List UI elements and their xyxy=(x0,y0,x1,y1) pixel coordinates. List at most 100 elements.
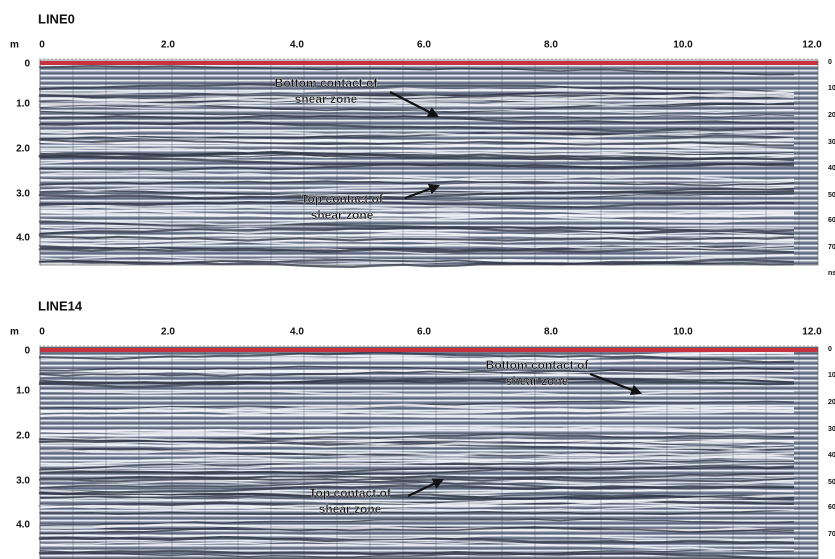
reflector xyxy=(39,180,795,187)
reflector xyxy=(38,220,795,237)
radargram-border xyxy=(39,346,819,559)
right-tick-label: 10 xyxy=(828,372,835,379)
x-tick-label: 2.0 xyxy=(161,40,175,51)
y-unit: m xyxy=(10,327,19,338)
reflector xyxy=(38,494,795,511)
reflector xyxy=(39,214,795,226)
right-tick-label: 40 xyxy=(828,165,835,172)
reflector xyxy=(39,436,795,444)
y-tick-label: 2.0 xyxy=(16,144,30,155)
right-tick-label: 0 xyxy=(828,346,832,353)
reflector xyxy=(39,504,795,513)
reflector xyxy=(39,128,795,139)
x-tick-label: 0 xyxy=(39,40,45,51)
reflector xyxy=(39,226,795,237)
panel-title: LINE14 xyxy=(38,298,83,313)
reflector xyxy=(38,121,795,133)
reflector xyxy=(39,533,795,541)
reflector xyxy=(39,523,795,532)
right-tick-label: 10 xyxy=(828,85,835,92)
y-tick-label: 3.0 xyxy=(16,476,30,487)
annotation-text: Bottom contact of xyxy=(275,76,379,90)
reflector xyxy=(39,366,795,377)
reflector xyxy=(39,540,795,551)
x-tick-label: 0 xyxy=(39,327,45,338)
annotation-text: Bottom contact of xyxy=(486,358,590,372)
reflector xyxy=(38,190,795,200)
right-tick-label: 50 xyxy=(828,192,835,199)
reflector xyxy=(38,99,795,107)
reflector xyxy=(38,447,795,457)
reflector xyxy=(38,549,795,559)
x-tick-label: 10.0 xyxy=(673,40,693,51)
reflector xyxy=(39,351,795,362)
reflector xyxy=(39,65,795,76)
reflector xyxy=(39,138,794,147)
reflector xyxy=(38,93,795,102)
annotation-text: shear zone xyxy=(319,502,382,516)
reflector xyxy=(39,238,795,250)
reflector xyxy=(38,87,795,95)
reflector xyxy=(38,238,795,248)
panel-title: LINE0 xyxy=(38,11,75,26)
reflector xyxy=(38,455,795,466)
annotation-arrow xyxy=(389,91,439,118)
reflector xyxy=(39,171,795,182)
y-unit: m xyxy=(10,40,19,51)
annotation-text: Top contact of xyxy=(301,192,384,206)
x-tick-label: 8.0 xyxy=(544,327,558,338)
right-tick-label: 70 xyxy=(828,244,835,251)
right-tick-label: 30 xyxy=(828,139,835,146)
reflector xyxy=(39,456,795,465)
reflector xyxy=(39,109,795,119)
x-tick-label: 6.0 xyxy=(417,40,431,51)
x-tick-label: 6.0 xyxy=(417,327,431,338)
reflector xyxy=(38,205,795,216)
right-tick-label: 30 xyxy=(828,426,835,433)
x-tick-label: 12.0 xyxy=(802,327,822,338)
reflector xyxy=(39,426,795,434)
right-tick-label: 20 xyxy=(828,399,835,406)
reflector xyxy=(39,542,795,551)
reflector xyxy=(39,182,795,192)
radargram xyxy=(38,59,819,269)
reflector xyxy=(39,493,795,500)
x-tick-label: 8.0 xyxy=(544,40,558,51)
right-tick-label: 50 xyxy=(828,479,835,486)
y-tick-label: 3.0 xyxy=(16,189,30,200)
radargram-border xyxy=(39,59,819,266)
reflector xyxy=(38,449,795,457)
reflector xyxy=(38,378,795,388)
reflector xyxy=(39,102,795,114)
right-unit: ns xyxy=(828,270,835,277)
annotation-arrow xyxy=(404,183,441,200)
right-tick-label: 60 xyxy=(828,217,835,224)
radargram xyxy=(38,346,819,559)
annotation-text: shear zone xyxy=(295,92,358,106)
right-tick-label: 70 xyxy=(828,531,835,538)
reflector xyxy=(38,226,795,235)
reflector xyxy=(39,187,794,196)
y-tick-label: 0 xyxy=(24,59,30,70)
reflector xyxy=(39,548,795,558)
annotation-text: shear zone xyxy=(311,208,374,222)
reflector xyxy=(39,472,795,481)
reflector xyxy=(38,369,795,382)
reflector xyxy=(38,146,795,159)
annotation-text: Top contact of xyxy=(309,486,392,500)
surface-line xyxy=(40,348,818,352)
reflector xyxy=(39,508,795,516)
reflector xyxy=(39,201,795,209)
y-tick-label: 1.0 xyxy=(16,99,30,110)
reflector xyxy=(38,210,795,218)
reflector xyxy=(38,410,795,419)
reflector xyxy=(39,518,795,527)
surface-line xyxy=(40,61,818,65)
reflector xyxy=(38,403,795,414)
annotation-arrow xyxy=(407,478,444,497)
reflector xyxy=(39,438,795,448)
right-tick-label: 0 xyxy=(828,59,832,66)
reflector xyxy=(39,466,795,476)
x-tick-label: 10.0 xyxy=(673,327,693,338)
